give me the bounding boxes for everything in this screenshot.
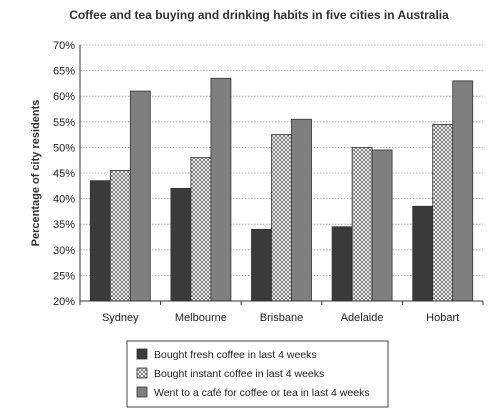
legend: Bought fresh coffee in last 4 weeks Bough… <box>126 340 389 408</box>
y-tick-label: 45% <box>53 168 75 180</box>
bar-sydney-series-2 <box>109 170 131 302</box>
x-tick-label: Adelaide <box>341 312 384 324</box>
bar-adelaide-series-3 <box>371 149 393 302</box>
legend-swatch <box>136 348 148 360</box>
bar-brisbane-series-1 <box>251 228 272 302</box>
bar-sydney-series-3 <box>129 90 151 302</box>
legend-box <box>126 340 389 408</box>
y-axis-label: Percentage of city residents <box>30 100 42 247</box>
x-tick-label: Sydney <box>102 312 139 324</box>
y-tick-label: 20% <box>53 296 75 308</box>
y-tick-label: 35% <box>53 219 75 231</box>
axes <box>79 45 484 305</box>
y-tick-label: 55% <box>53 117 75 129</box>
bar-melbourne-series-1 <box>170 187 192 302</box>
bar-sydney-series-1 <box>89 180 111 302</box>
bar-hobart-series-3 <box>452 80 474 302</box>
bars <box>89 77 474 302</box>
y-tick-label: 65% <box>53 66 75 78</box>
legend-swatch <box>136 367 148 379</box>
bar-brisbane-series-2 <box>271 134 292 302</box>
legend-label: Went to a café for coffee or tea in last… <box>154 387 370 399</box>
x-tick-label: Brisbane <box>260 312 303 324</box>
bar-adelaide-series-1 <box>331 226 353 302</box>
y-tick-label: 25% <box>53 270 75 282</box>
y-tick-labels: 20% 25% 30% 35% 40% 45% 50% 55% 60% 65% 70% <box>53 40 75 308</box>
x-tick-label: Melbourne <box>175 312 227 324</box>
y-tick-label: 50% <box>53 142 75 154</box>
y-tick-label: 30% <box>53 245 75 257</box>
bar-brisbane-series-3 <box>291 118 312 302</box>
legend-label: Bought instant coffee in last 4 weeks <box>154 368 324 380</box>
y-tick-label: 70% <box>53 40 75 52</box>
y-tick-label: 40% <box>53 194 75 206</box>
x-tick-label: Hobart <box>426 312 459 324</box>
y-tick-label: 60% <box>53 91 75 103</box>
bar-melbourne-series-3 <box>210 77 232 302</box>
legend-label: Bought fresh coffee in last 4 weeks <box>154 349 317 361</box>
bar-melbourne-series-2 <box>190 157 212 302</box>
bar-hobart-series-2 <box>432 123 454 302</box>
legend-swatch <box>136 386 148 398</box>
bar-adelaide-series-2 <box>351 146 373 302</box>
bar-hobart-series-1 <box>412 205 434 302</box>
x-tick-labels: Sydney Melbourne Brisbane Adelaide Hobart <box>102 312 459 324</box>
chart-title: Coffee and tea buying and drinking habit… <box>69 8 449 22</box>
